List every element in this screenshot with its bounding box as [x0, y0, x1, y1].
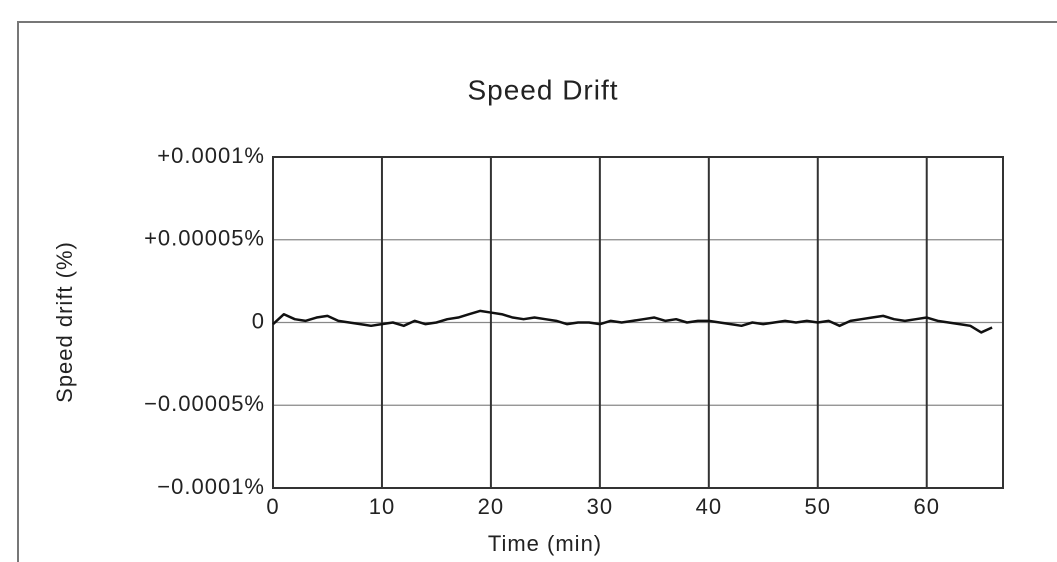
x-tick-label: 0	[266, 494, 279, 519]
x-tick-label: 60	[913, 494, 939, 519]
frame	[17, 21, 1057, 562]
y-axis-label: Speed drift (%)	[52, 241, 77, 403]
x-tick-label: 10	[369, 494, 395, 519]
x-tick-label: 30	[587, 494, 613, 519]
y-tick-label: 0	[252, 308, 265, 333]
x-tick-label: 40	[696, 494, 722, 519]
chart-title: Speed Drift	[467, 74, 618, 105]
x-tick-label: 20	[478, 494, 504, 519]
data-line	[272, 309, 993, 334]
y-tick-label: +0.0001%	[157, 143, 265, 168]
y-tick-label: −0.00005%	[144, 391, 265, 416]
x-axis-label: Time (min)	[488, 531, 602, 556]
y-tick-label: +0.00005%	[144, 226, 265, 251]
y-tick-label: −0.0001%	[157, 474, 265, 499]
x-tick-label: 50	[805, 494, 831, 519]
